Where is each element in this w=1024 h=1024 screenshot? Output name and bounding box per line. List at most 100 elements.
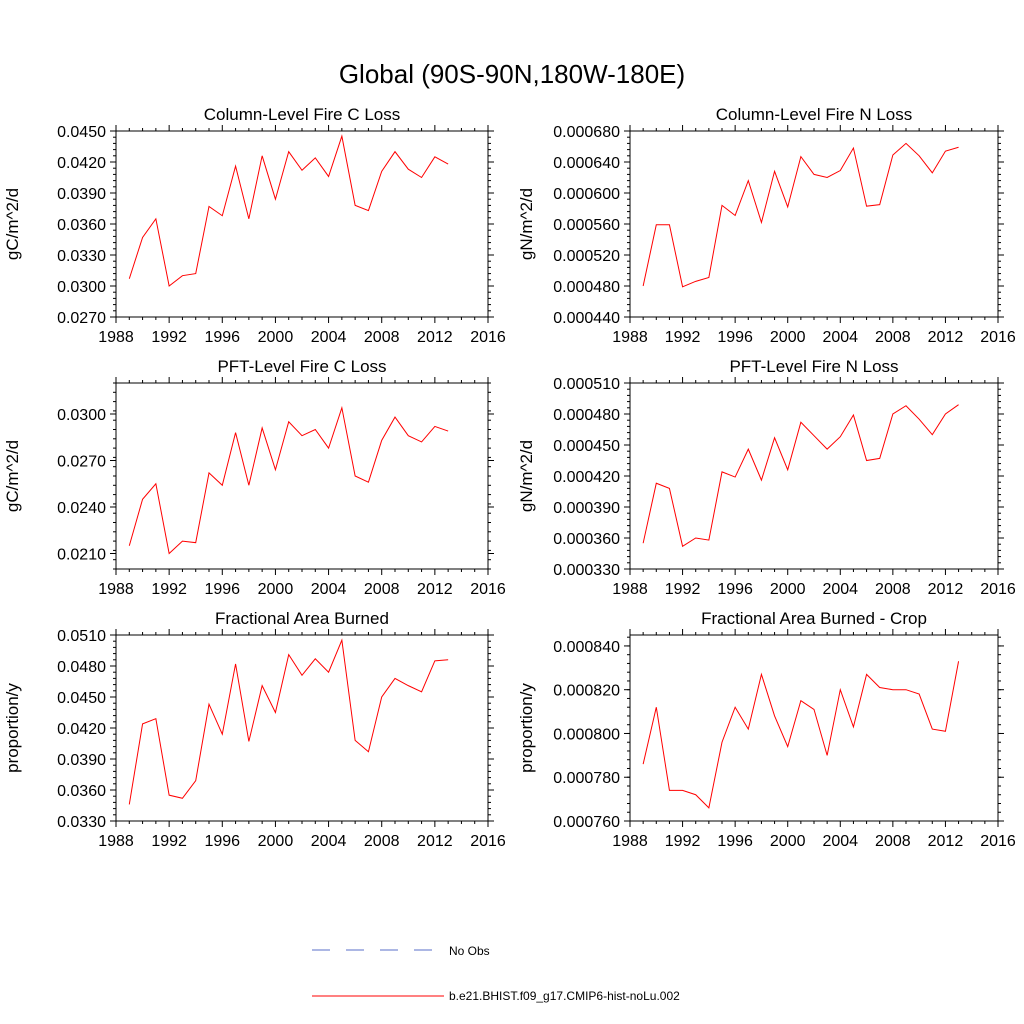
legend-label-model: b.e21.BHIST.f09_g17.CMIP6-hist-noLu.002: [449, 989, 680, 1003]
x-tick-label: 1992: [151, 833, 187, 850]
y-tick-label: 0.000680: [553, 124, 620, 141]
x-tick-label: 2004: [822, 329, 858, 346]
x-tick-label: 2000: [770, 581, 806, 598]
x-tick-label: 2016: [470, 581, 506, 598]
y-tick-label: 0.0330: [57, 248, 106, 265]
x-tick-label: 2008: [875, 581, 911, 598]
panel-title: PFT-Level Fire C Loss: [217, 357, 386, 376]
y-tick-label: 0.000440: [553, 310, 620, 327]
y-axis-label: gC/m^2/d: [3, 440, 22, 512]
panel-1: Column-Level Fire C Loss gC/m^2/d 1988 1992…: [3, 105, 506, 346]
y-tick-label: 0.000840: [553, 639, 620, 656]
y-tick-label: 0.000820: [553, 683, 620, 700]
y-tick-label: 0.0240: [57, 500, 106, 517]
y-axis-label: gC/m^2/d: [3, 188, 22, 260]
y-tick-label: 0.000510: [553, 376, 620, 393]
y-tick-label: 0.0480: [57, 659, 106, 676]
y-tick-label: 0.000480: [553, 407, 620, 424]
x-tick-label: 2000: [258, 581, 294, 598]
x-tick-label: 1988: [612, 329, 648, 346]
y-tick-label: 0.0420: [57, 155, 106, 172]
x-tick-label: 2012: [417, 581, 453, 598]
y-tick-label: 0.000560: [553, 217, 620, 234]
plot-frame: [115, 130, 489, 318]
x-tick-label: 1996: [717, 329, 753, 346]
figure-title: Global (90S-90N,180W-180E): [339, 59, 685, 89]
x-tick-label: 1988: [98, 833, 134, 850]
series-line: [642, 404, 959, 548]
panel-4: PFT-Level Fire N Loss gN/m^2/d 1988 1992 199…: [517, 357, 1016, 598]
panel-title: PFT-Level Fire N Loss: [729, 357, 898, 376]
plot-frame: [629, 382, 999, 570]
panels: Column-Level Fire C Loss gC/m^2/d 1988 1992…: [3, 105, 1016, 850]
x-tick-label: 1996: [204, 329, 240, 346]
x-tick-label: 2000: [258, 329, 294, 346]
x-tick-label: 1992: [151, 329, 187, 346]
y-tick-label: 0.000640: [553, 155, 620, 172]
series-line: [128, 405, 449, 555]
y-tick-label: 0.0270: [57, 310, 106, 327]
x-tick-label: 2008: [364, 581, 400, 598]
y-tick-label: 0.0390: [57, 752, 106, 769]
x-tick-label: 1996: [717, 581, 753, 598]
y-tick-label: 0.0510: [57, 628, 106, 645]
y-tick-label: 0.000450: [553, 438, 620, 455]
x-tick-label: 2004: [311, 329, 347, 346]
x-tick-label: 1992: [665, 581, 701, 598]
y-tick-label: 0.0300: [57, 407, 106, 424]
plot-frame: [115, 634, 489, 822]
x-tick-label: 2004: [822, 581, 858, 598]
x-tick-label: 2000: [258, 833, 294, 850]
y-axis-label: proportion/y: [3, 683, 22, 773]
x-tick-label: 2012: [417, 833, 453, 850]
legend-label-no-obs: No Obs: [449, 944, 490, 958]
y-tick-label: 0.000390: [553, 500, 620, 517]
x-tick-label: 1992: [665, 329, 701, 346]
x-tick-label: 1992: [151, 581, 187, 598]
legend-item-model: b.e21.BHIST.f09_g17.CMIP6-hist-noLu.002: [312, 989, 680, 1003]
x-tick-label: 2008: [364, 833, 400, 850]
series-line: [128, 134, 449, 287]
y-tick-label: 0.000520: [553, 248, 620, 265]
y-tick-label: 0.000760: [553, 814, 620, 831]
plot-frame: [115, 382, 489, 570]
x-tick-label: 1988: [612, 581, 648, 598]
y-tick-label: 0.000420: [553, 469, 620, 486]
plot-frame: [629, 130, 999, 318]
series-line: [642, 661, 960, 809]
y-tick-label: 0.0450: [57, 690, 106, 707]
x-tick-label: 2008: [364, 329, 400, 346]
x-tick-label: 1988: [98, 329, 134, 346]
x-tick-label: 1988: [612, 833, 648, 850]
x-tick-label: 1996: [204, 833, 240, 850]
x-tick-label: 2000: [770, 833, 806, 850]
series-line: [128, 638, 449, 805]
legend-item-no-obs: No Obs: [312, 944, 490, 958]
y-tick-label: 0.0450: [57, 124, 106, 141]
y-tick-label: 0.0420: [57, 721, 106, 738]
x-tick-label: 1996: [204, 581, 240, 598]
panel-title: Column-Level Fire C Loss: [204, 105, 401, 124]
x-tick-label: 2016: [470, 833, 506, 850]
x-tick-label: 2012: [928, 833, 964, 850]
y-tick-label: 0.0360: [57, 217, 106, 234]
y-tick-label: 0.000600: [553, 186, 620, 203]
x-tick-label: 2004: [311, 581, 347, 598]
series-line: [642, 142, 959, 288]
legend: No Obs b.e21.BHIST.f09_g17.CMIP6-hist-no…: [312, 944, 680, 1003]
x-tick-label: 2012: [928, 329, 964, 346]
y-tick-label: 0.000360: [553, 531, 620, 548]
plot-frame: [629, 634, 999, 822]
x-tick-label: 2004: [311, 833, 347, 850]
x-tick-label: 2016: [470, 329, 506, 346]
y-tick-label: 0.0360: [57, 783, 106, 800]
panel-title: Column-Level Fire N Loss: [716, 105, 913, 124]
y-tick-label: 0.000330: [553, 562, 620, 579]
x-tick-label: 2012: [417, 329, 453, 346]
y-tick-label: 0.0300: [57, 279, 106, 296]
x-tick-label: 1988: [98, 581, 134, 598]
panel-5: Fractional Area Burned proportion/y 1988 19…: [3, 609, 506, 850]
x-tick-label: 2004: [822, 833, 858, 850]
y-axis-label: proportion/y: [517, 683, 536, 773]
